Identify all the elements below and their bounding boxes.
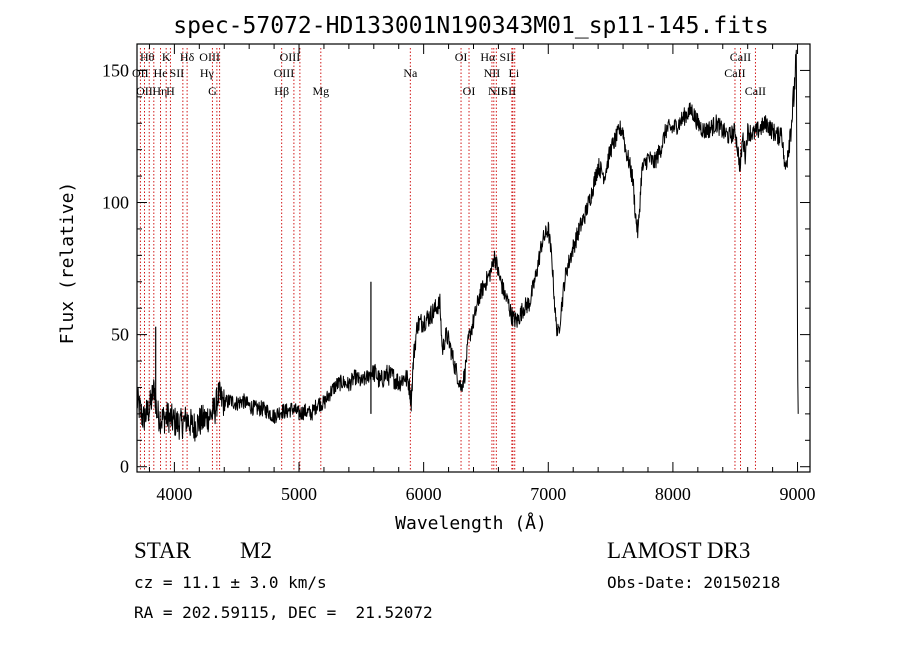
line-label-0: Hθ (140, 50, 155, 64)
y-tick-label-50: 50 (111, 325, 129, 345)
y-tick-label-0: 0 (120, 457, 129, 477)
line-label-15: Mg (312, 84, 329, 98)
coordinates: RA = 202.59115, DEC = 21.52072 (134, 603, 433, 622)
x-tick-label-4000: 4000 (156, 484, 192, 504)
line-label-4: Hη (152, 84, 167, 98)
line-label-19: Hα (480, 50, 496, 64)
line-label-17: OI (455, 50, 468, 64)
line-label-11: Hγ (200, 66, 215, 80)
line-label-13: OIII (274, 66, 295, 80)
line-label-23: Li (509, 66, 520, 80)
line-label-27: CaII (745, 84, 766, 98)
line-label-16: Na (403, 66, 418, 80)
y-tick-label-150: 150 (102, 60, 129, 80)
x-tick-label-9000: 9000 (780, 484, 816, 504)
line-label-5: K (162, 50, 171, 64)
y-tick-label-100: 100 (102, 193, 129, 213)
line-label-24: SII (501, 84, 516, 98)
flux-line (136, 49, 799, 442)
annotations (155, 281, 372, 414)
line-label-25: CaII (724, 66, 745, 80)
axes: 4000 5000 6000 7000 8000 9000 0 50 100 150 (102, 43, 816, 504)
y-axis-label: Flux (relative) (57, 182, 78, 345)
x-axis-label: Wavelength (Å) (395, 512, 547, 534)
chart-title: spec-57072-HD133001N190343M01_sp11-145.f… (173, 13, 768, 39)
redshift-value: cz = 11.1 ± 3.0 km/s (134, 573, 327, 592)
flux-series (136, 49, 799, 442)
line-label-14: OIII (280, 50, 301, 64)
x-tick-label-5000: 5000 (281, 484, 317, 504)
line-label-2: OII (136, 84, 153, 98)
x-tick-label-7000: 7000 (530, 484, 566, 504)
x-tick-label-6000: 6000 (406, 484, 442, 504)
line-label-21: NII (488, 84, 505, 98)
line-label-7: SII (170, 66, 185, 80)
line-label-3: He (154, 66, 168, 80)
line-label-26: CaII (730, 50, 751, 64)
line-label-9: G (208, 84, 217, 98)
line-label-6: H (166, 84, 175, 98)
observation-date: Obs-Date: 20150218 (607, 573, 781, 592)
x-tick-label-8000: 8000 (655, 484, 691, 504)
line-label-18: OI (463, 84, 476, 98)
object-class: STAR (134, 538, 191, 563)
line-label-20: NII (484, 66, 501, 80)
object-subclass: M2 (240, 538, 272, 563)
line-label-8: Hδ (180, 50, 195, 64)
line-label-10: OIII (199, 50, 220, 64)
line-label-22: SII (500, 50, 515, 64)
line-label-12: Hβ (274, 84, 289, 98)
line-label-1: OII (132, 66, 149, 80)
spectral-line-markers: HθOIIOIIHeHηKHSIIHδGOIIIHγHβOIIIOIIIMgNa… (132, 48, 766, 472)
survey-name: LAMOST DR3 (607, 538, 751, 563)
